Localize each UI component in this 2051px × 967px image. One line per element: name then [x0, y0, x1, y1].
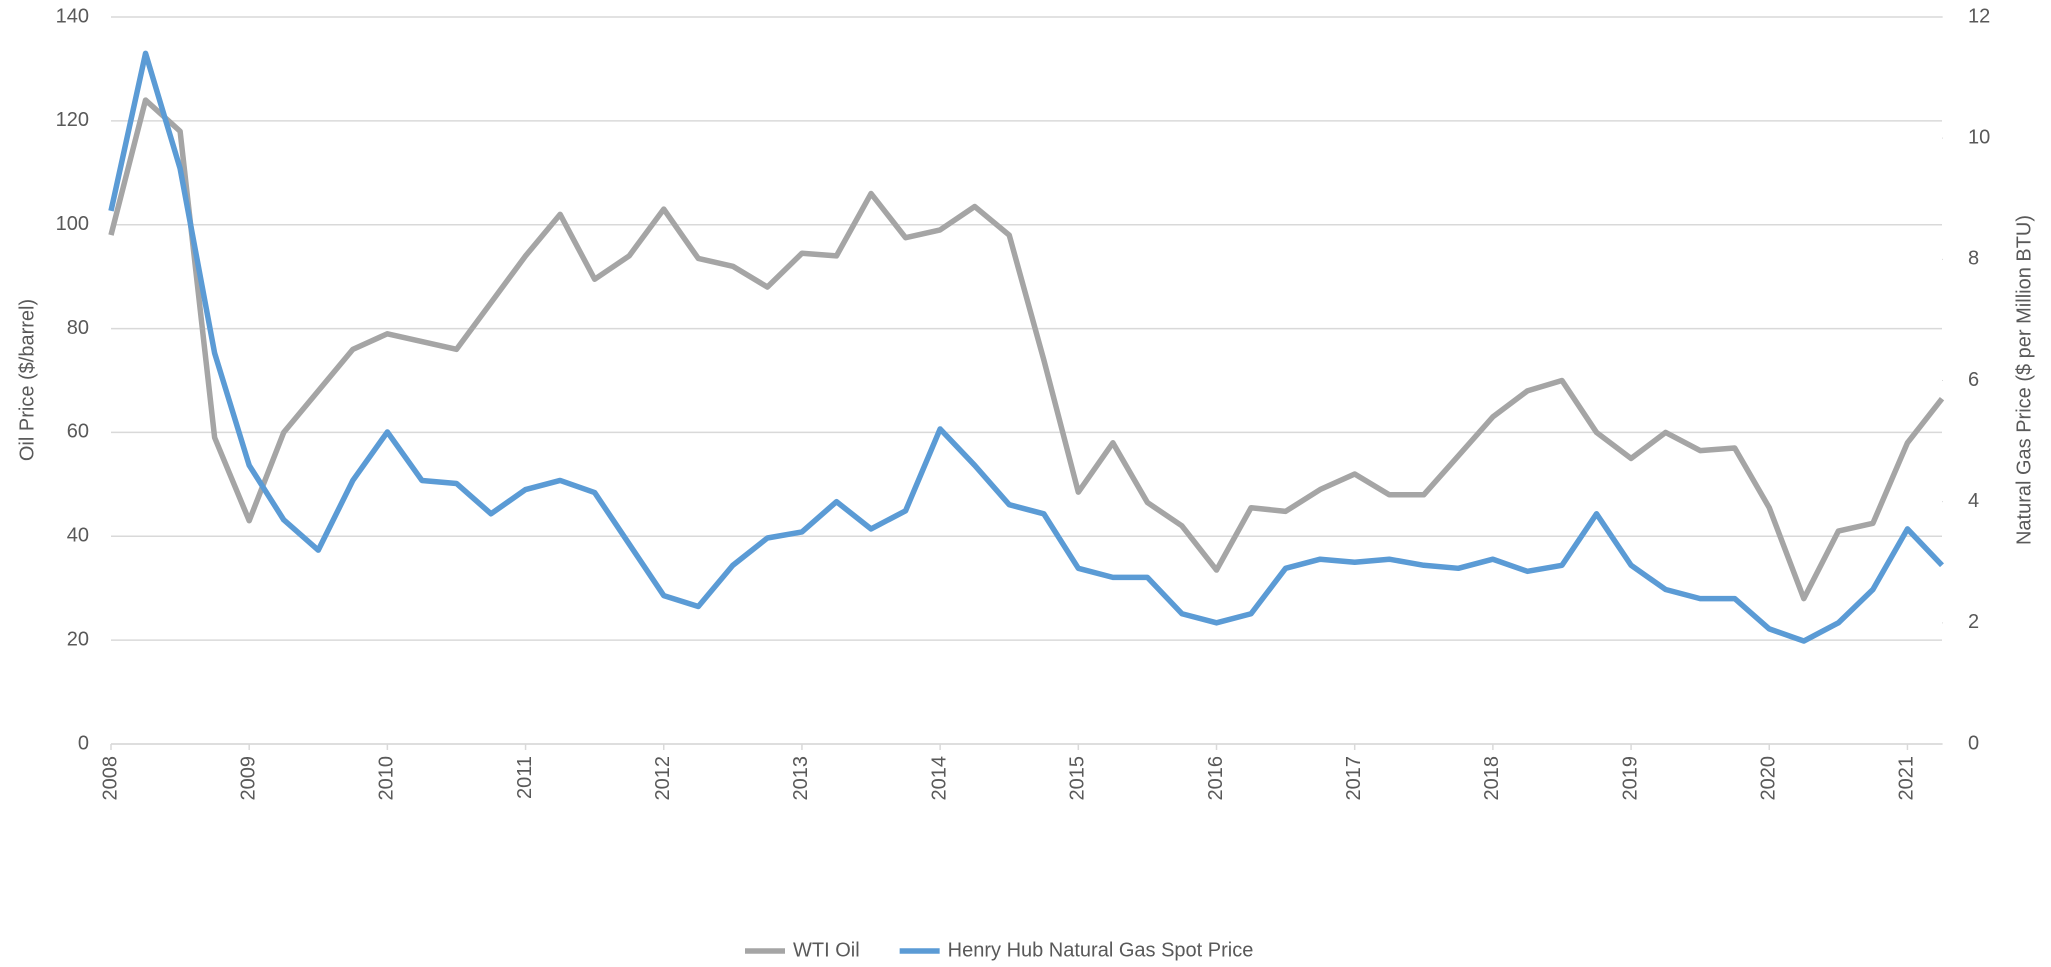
- x-tick-label: 2019: [1619, 756, 1641, 801]
- y2-tick-label: 6: [1968, 369, 1979, 391]
- y2-axis-title: Natural Gas Price ($ per Million BTU): [2013, 215, 2035, 545]
- y-tick-label: 0: [78, 732, 89, 754]
- y-tick-label: 20: [67, 628, 89, 650]
- x-tick-label: 2011: [514, 756, 536, 799]
- x-tick-label: 2013: [790, 756, 812, 801]
- x-tick-label: 2021: [1896, 756, 1918, 801]
- y-tick-label: 100: [56, 213, 89, 235]
- y-tick-label: 80: [67, 317, 89, 339]
- x-tick-label: 2010: [376, 756, 398, 801]
- y-tick-label: 40: [67, 525, 89, 547]
- y-axis-title: Oil Price ($/barrel): [16, 299, 38, 461]
- x-tick-label: 2012: [652, 756, 674, 801]
- legend-label: Henry Hub Natural Gas Spot Price: [948, 939, 1254, 961]
- x-tick-label: 2017: [1343, 756, 1365, 801]
- data-line: [108, 97, 1945, 602]
- y-tick-label: 140: [56, 5, 89, 27]
- legend-label: WTI Oil: [793, 939, 860, 961]
- y2-tick-label: 4: [1968, 490, 1979, 512]
- y2-tick-label: 12: [1968, 5, 1990, 27]
- x-tick-label: 2020: [1758, 756, 1780, 801]
- x-tick-label: 2018: [1481, 756, 1503, 801]
- x-tick-label: 2014: [928, 756, 950, 801]
- x-tick-label: 2009: [237, 756, 259, 801]
- x-tick-label: 2016: [1205, 756, 1227, 801]
- x-tick-label: 2008: [99, 756, 121, 801]
- y-tick-label: 60: [67, 421, 89, 443]
- y-tick-label: 120: [56, 109, 89, 131]
- y2-tick-label: 10: [1968, 126, 1990, 148]
- y2-tick-label: 2: [1968, 611, 1979, 633]
- data-line: [108, 50, 1944, 644]
- y2-tick-label: 8: [1968, 248, 1979, 270]
- y2-tick-label: 0: [1968, 732, 1979, 754]
- x-tick-label: 2015: [1067, 756, 1089, 801]
